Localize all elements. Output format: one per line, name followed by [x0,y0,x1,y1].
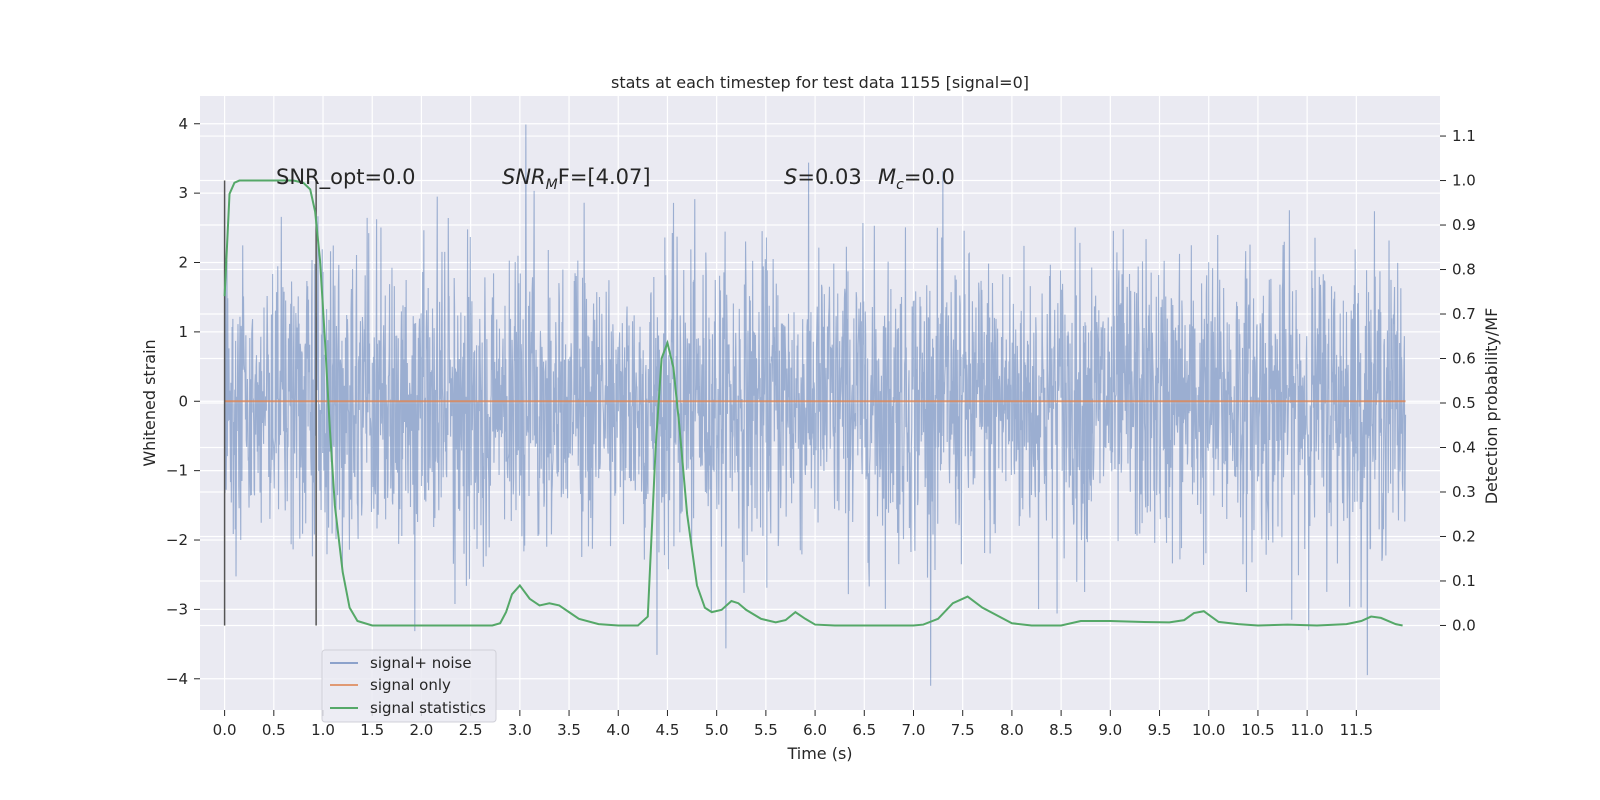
annotation-s: S=0.03 [784,165,862,189]
y-left-tick-label: −3 [166,600,188,618]
x-tick-label: 3.0 [508,721,532,739]
y-axis-right: 1.1 1.0 0.9 0.8 0.7 0.6 0.5 0.4 0.3 0.2 0.1 0.0 [1440,127,1476,634]
x-tick-label: 2.5 [459,721,483,739]
x-tick-label: 2.0 [409,721,433,739]
y-right-tick-label: 0.3 [1452,483,1476,501]
legend-label-noise: signal+ noise [370,654,472,672]
noise-trace [224,124,1407,686]
y-right-tick-label: 0.0 [1452,616,1476,634]
legend-label-signal-only: signal only [370,676,451,694]
y-right-tick-label: 0.8 [1452,261,1476,279]
legend-box [321,649,497,723]
y-left-tick-label: 1 [178,323,188,341]
x-tick-label: 5.0 [705,721,729,739]
x-tick-label: 1.0 [311,721,335,739]
y-right-tick-label: 1.1 [1452,127,1476,145]
chart-title: stats at each timestep for test data 115… [611,73,1029,92]
x-tick-label: 0.5 [262,721,286,739]
y-left-tick-label: −1 [166,462,188,480]
x-tick-label: 5.5 [754,721,778,739]
y-right-tick-label: 1.0 [1452,172,1476,190]
x-tick-label: 8.5 [1049,721,1073,739]
window-markers [223,180,317,626]
x-tick-label: 4.5 [656,721,680,739]
y-right-tick-label: 0.5 [1452,394,1476,412]
x-axis: 0.0 0.5 1.0 1.5 2.0 2.5 3.0 3.5 4.0 4.5 5.0 5.5 6.0 6… [213,710,1373,739]
x-tick-label: 11.0 [1290,721,1323,739]
y-left-tick-label: 0 [178,392,188,410]
mc-sub: c [896,177,904,193]
snr-mf-main: SNR [502,165,546,189]
y-left-tick-label: −4 [166,670,188,688]
s-main: S [784,165,797,189]
y-right-tick-label: 0.7 [1452,305,1476,323]
s-rest: =0.03 [797,165,861,189]
y-axis-left: 4 3 2 1 0 −1 −2 −3 −4 [166,115,200,688]
x-tick-label: 4.0 [606,721,630,739]
annotation-snr-mf: SNRMF=[4.07] [502,165,651,193]
x-tick-label: 9.5 [1148,721,1172,739]
x-tick-label: 1.5 [360,721,384,739]
x-tick-label: 9.0 [1098,721,1122,739]
x-tick-label: 7.5 [951,721,975,739]
y-right-tick-label: 0.2 [1452,527,1476,545]
mc-main: M [878,165,896,189]
y-right-tick-label: 0.9 [1452,216,1476,234]
x-tick-label: 3.5 [557,721,581,739]
x-tick-label: 0.0 [213,721,237,739]
x-tick-label: 6.5 [852,721,876,739]
snr-mf-rest: F=[4.07] [558,165,651,189]
x-tick-label: 7.0 [902,721,926,739]
mc-rest: =0.0 [904,165,955,189]
annotation-mc: Mc=0.0 [878,165,955,193]
y-axis-left-label: Whitened strain [140,339,159,466]
y-axis-right-label: Detection probability/MF [1482,308,1501,505]
series-signal-plus-noise [224,124,1407,686]
x-tick-label: 10.5 [1241,721,1274,739]
y-right-tick-label: 0.4 [1452,438,1476,456]
y-right-tick-label: 0.6 [1452,350,1476,368]
annotation-snr-opt: SNR_opt=0.0 [276,165,416,190]
legend-label-statistics: signal statistics [370,699,486,717]
x-tick-label: 10.0 [1192,721,1225,739]
y-right-tick-label: 0.1 [1452,572,1476,590]
snr-mf-sub: M [546,177,558,193]
x-tick-label: 11.5 [1340,721,1373,739]
legend: signal+ noise signal only signal statist… [321,649,497,723]
x-axis-label: Time (s) [786,744,852,763]
y-left-tick-label: 4 [178,115,188,133]
series-signal-statistics [223,179,1403,627]
y-left-tick-label: −2 [166,531,188,549]
y-left-tick-label: 3 [178,184,188,202]
x-tick-label: 6.0 [803,721,827,739]
x-tick-label: 8.0 [1000,721,1024,739]
y-left-tick-label: 2 [178,254,188,272]
